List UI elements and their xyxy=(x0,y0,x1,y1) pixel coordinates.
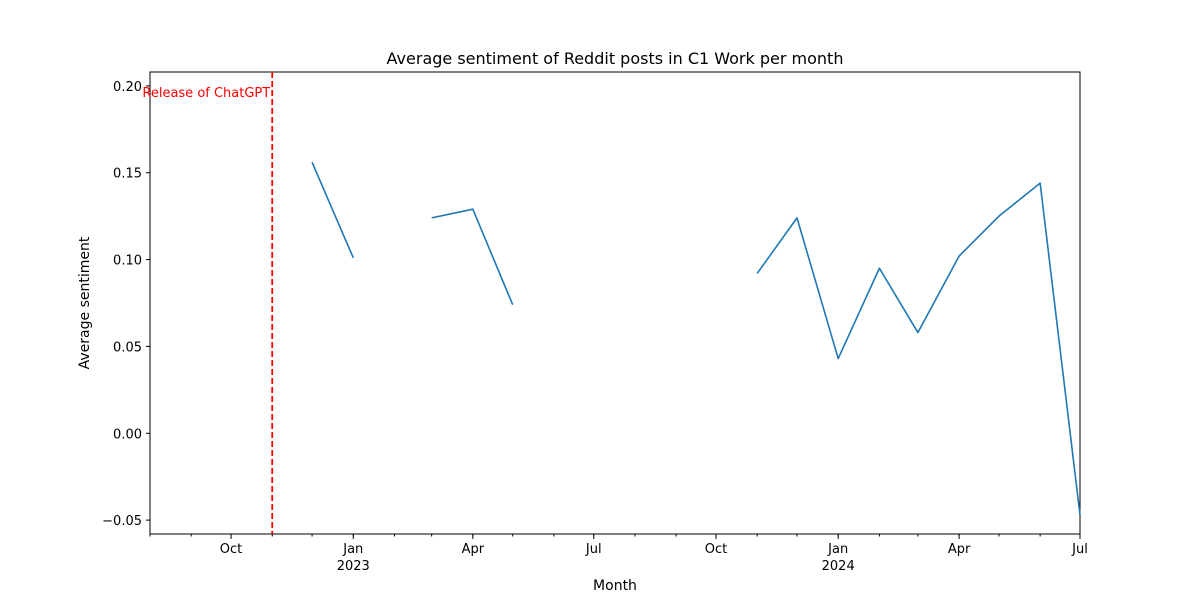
y-tick-label: −0.05 xyxy=(102,514,142,529)
x-tick-year-label: 2024 xyxy=(822,559,855,574)
plot-frame xyxy=(149,71,1081,535)
x-tick-label: Jul xyxy=(585,542,602,557)
chart-title: Average sentiment of Reddit posts in C1 … xyxy=(387,49,844,68)
x-tick-label: Jan xyxy=(342,542,363,557)
y-tick-label: 0.05 xyxy=(113,340,142,355)
x-tick-year-label: 2023 xyxy=(337,559,370,574)
series-line-segment xyxy=(431,208,514,306)
x-tick-label: Apr xyxy=(948,542,971,557)
y-tick-label: 0.20 xyxy=(113,80,142,95)
y-tick-label: 0.00 xyxy=(113,427,142,442)
x-tick-label: Jan xyxy=(827,542,848,557)
chatgpt-release-label: Release of ChatGPT xyxy=(142,86,270,101)
plot-area: −0.05 0.00 0.05 0.10 0.15 0.20 Oct Jan 2023 Apr Ju… xyxy=(102,71,1088,574)
x-tick-label: Apr xyxy=(462,542,485,557)
x-axis-title: Month xyxy=(593,578,637,594)
series-line-segment xyxy=(756,182,1081,515)
y-axis-title: Average sentiment xyxy=(77,236,93,369)
y-tick-label: 0.15 xyxy=(113,167,142,182)
x-tick-label: Oct xyxy=(220,542,242,557)
y-tick-label: 0.10 xyxy=(113,254,142,269)
series-line-segment xyxy=(311,162,355,259)
x-tick-label: Oct xyxy=(705,542,727,557)
x-tick-label: Jul xyxy=(1071,542,1088,557)
